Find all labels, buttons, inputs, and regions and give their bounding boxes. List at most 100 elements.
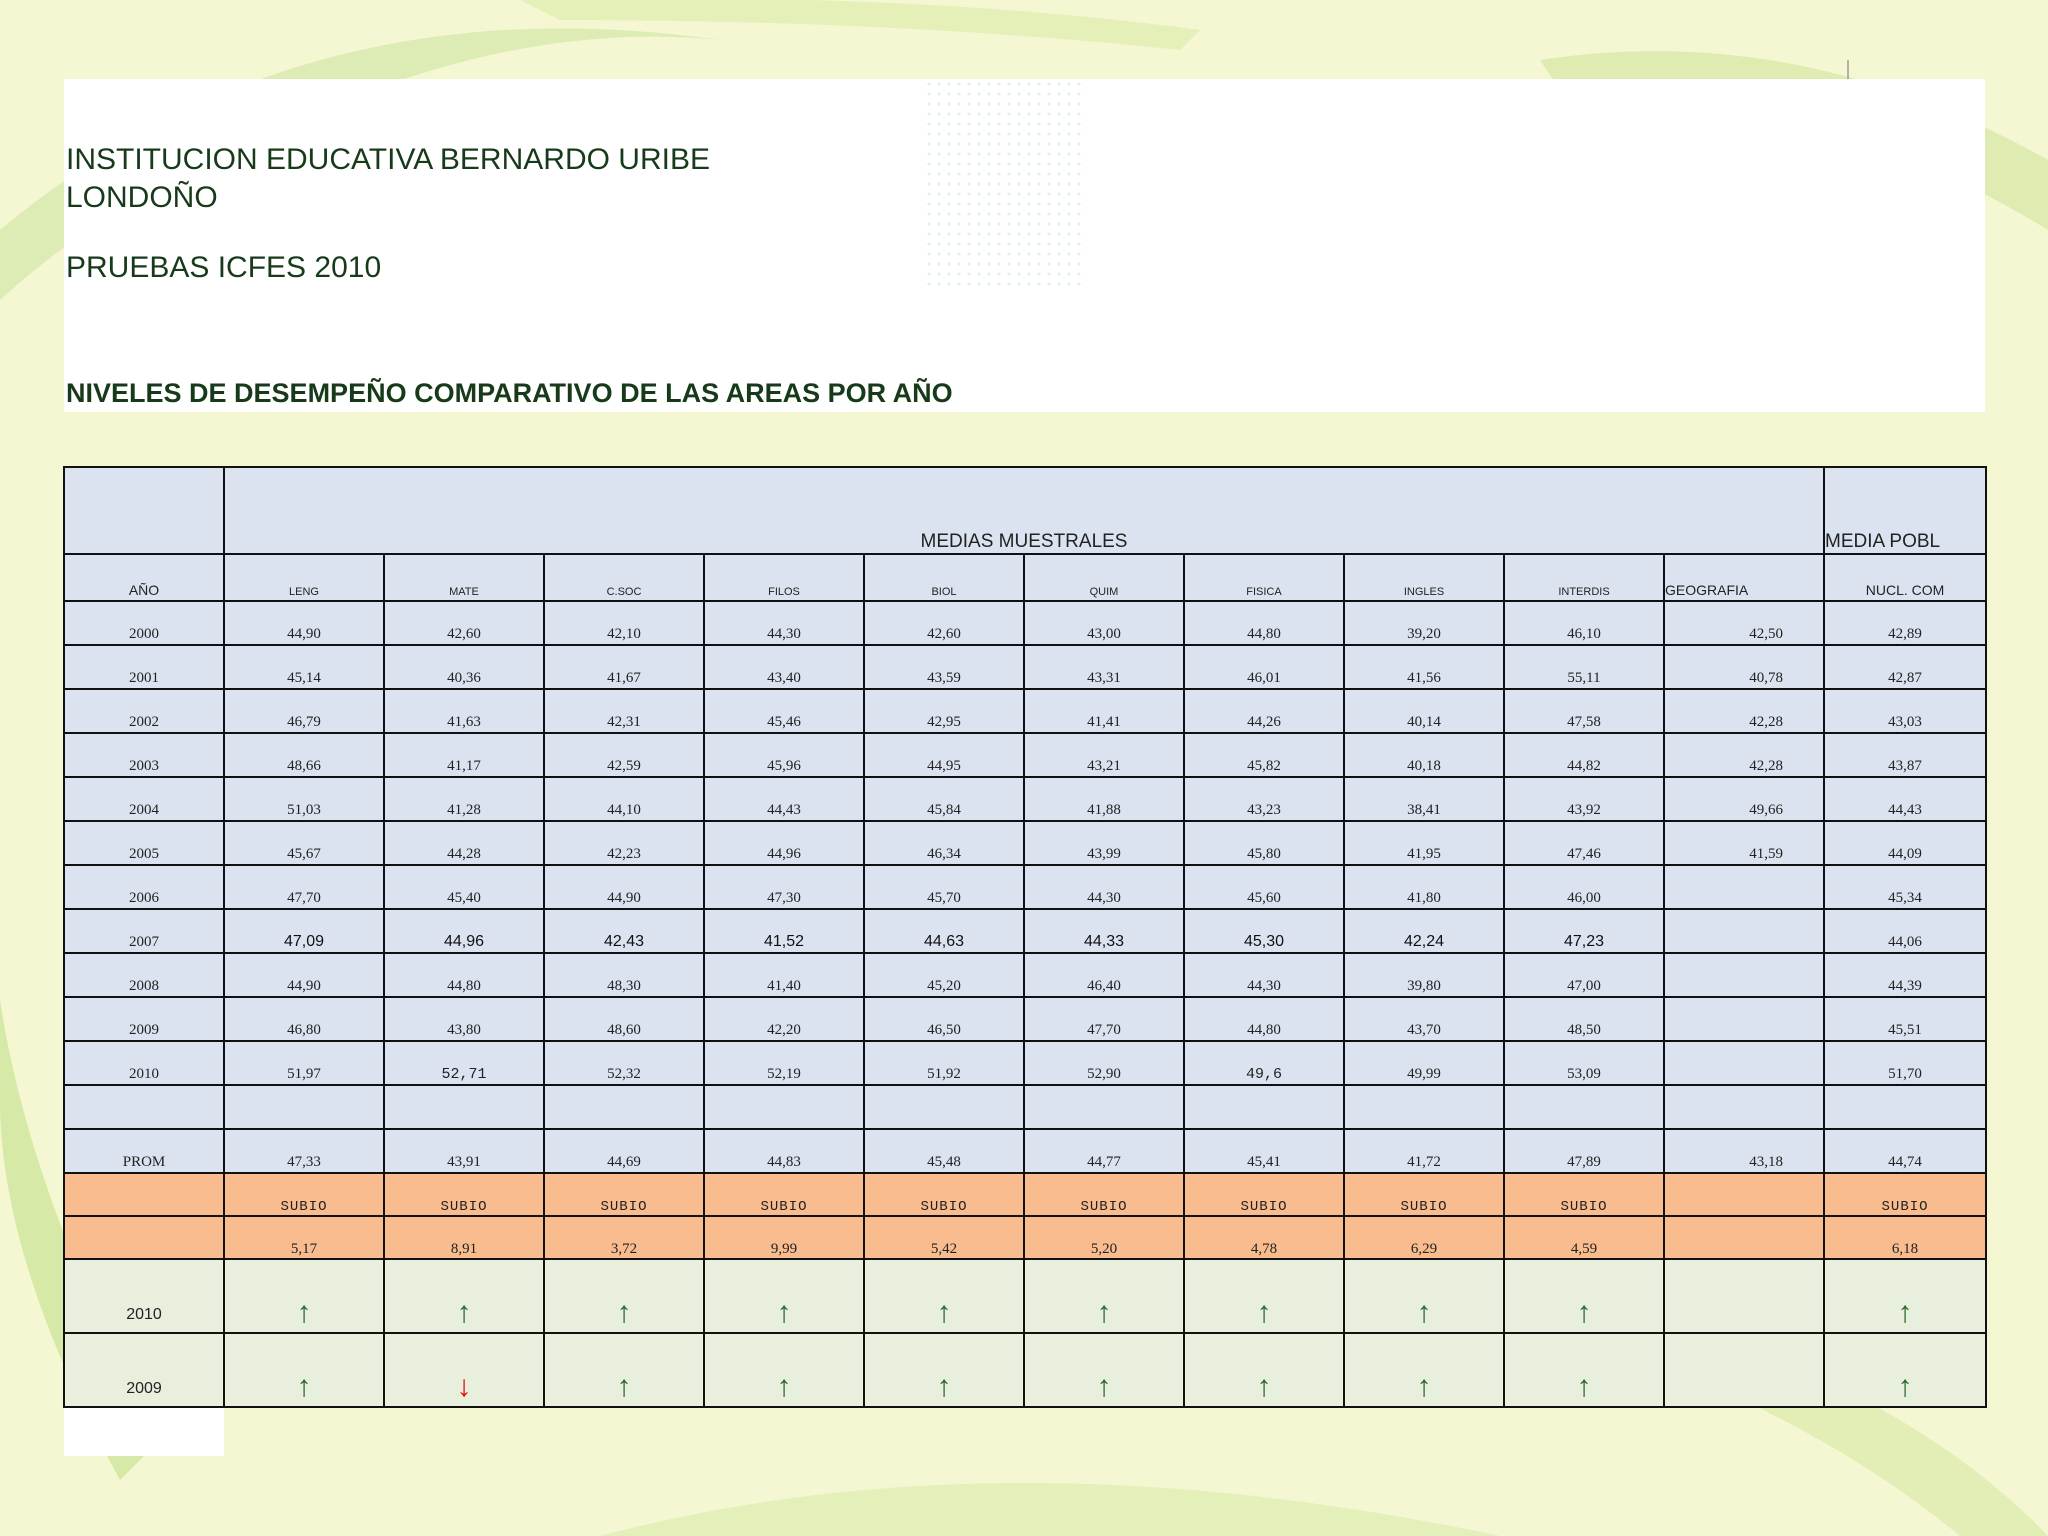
col-header-geografia: GEOGRAFIA: [1662, 553, 1826, 602]
value-cell: 44,90: [223, 600, 385, 646]
prom-cell: 41,72: [1343, 1128, 1505, 1174]
value-cell: 47,46: [1503, 820, 1665, 866]
empty-cell: [1662, 1084, 1826, 1130]
empty-cell: [703, 1084, 865, 1130]
value-cell: 47,30: [703, 864, 865, 910]
diff-cell: 3,72: [543, 1215, 705, 1260]
year-cell: 2005: [63, 820, 225, 866]
value-cell: 49,6: [1183, 1040, 1345, 1086]
value-cell: 42,60: [383, 600, 545, 646]
arrow-up-icon: ↑: [543, 1332, 705, 1408]
col-header-interdis: INTERDIS: [1503, 553, 1665, 602]
value-cell: 41,40: [703, 952, 865, 998]
value-cell: 44,96: [703, 820, 865, 866]
value-cell: 48,66: [223, 732, 385, 778]
year-cell: 2000: [63, 600, 225, 646]
value-cell: 41,67: [543, 644, 705, 690]
col-header-quim: QUIM: [1023, 553, 1185, 602]
value-cell: 43,40: [703, 644, 865, 690]
prom-cell: 44,74: [1823, 1128, 1988, 1174]
arrow-down-icon: ↓: [383, 1332, 545, 1408]
status-label-cell: [63, 1172, 225, 1217]
value-cell: 46,34: [863, 820, 1025, 866]
status-row: SUBIO SUBIO SUBIO SUBIO SUBIO SUBIO SUBI…: [63, 1172, 1988, 1217]
empty-trend-cell: [1662, 1258, 1826, 1334]
value-cell: 46,10: [1503, 600, 1665, 646]
value-cell: 45,20: [863, 952, 1025, 998]
value-cell: 44,30: [1183, 952, 1345, 998]
title-line-2: LONDOÑO: [66, 181, 218, 214]
trend-year-label: 2010: [63, 1258, 225, 1334]
arrow-up-icon: ↑: [863, 1258, 1025, 1334]
value-cell: 39,80: [1343, 952, 1505, 998]
value-cell: 41,59: [1662, 820, 1826, 866]
table-row: 2000 44,90 42,60 42,10 44,30 42,60 43,00…: [63, 600, 1988, 646]
value-cell: [1662, 996, 1826, 1042]
prom-cell: 45,48: [863, 1128, 1025, 1174]
value-cell: 46,80: [223, 996, 385, 1042]
value-cell: 47,00: [1503, 952, 1665, 998]
value-cell: 43,31: [1023, 644, 1185, 690]
value-cell: 44,80: [1183, 996, 1345, 1042]
year-cell: 2003: [63, 732, 225, 778]
arrow-up-icon: ↑: [1183, 1258, 1345, 1334]
value-cell: 45,46: [703, 688, 865, 734]
empty-cell: [863, 1084, 1025, 1130]
table-row: 2010 51,97 52,71 52,32 52,19 51,92 52,90…: [63, 1040, 1988, 1086]
status-cell: SUBIO: [223, 1172, 385, 1217]
value-cell: [1662, 864, 1826, 910]
table-row: 2001 45,14 40,36 41,67 43,40 43,59 43,31…: [63, 644, 1988, 690]
exam-subtitle: PRUEBAS ICFES 2010: [66, 251, 382, 284]
value-cell: 44,26: [1183, 688, 1345, 734]
year-cell: 2004: [63, 776, 225, 822]
year-cell: 2010: [63, 1040, 225, 1086]
value-cell: 45,82: [1183, 732, 1345, 778]
value-cell: 45,40: [383, 864, 545, 910]
diff-cell: 5,20: [1023, 1215, 1185, 1260]
value-cell: 46,40: [1023, 952, 1185, 998]
year-cell: 2007: [63, 908, 225, 954]
arrow-up-icon: ↑: [543, 1258, 705, 1334]
value-cell: 44,90: [223, 952, 385, 998]
value-cell: 53,09: [1503, 1040, 1665, 1086]
arrow-up-icon: ↑: [703, 1332, 865, 1408]
arrow-up-icon: ↑: [1183, 1332, 1345, 1408]
value-cell: 40,78: [1662, 644, 1826, 690]
value-cell: 42,31: [543, 688, 705, 734]
value-cell: 44,80: [383, 952, 545, 998]
value-cell: 47,70: [1023, 996, 1185, 1042]
value-cell: 52,90: [1023, 1040, 1185, 1086]
value-cell: 44,30: [703, 600, 865, 646]
table-row: 2003 48,66 41,17 42,59 45,96 44,95 43,21…: [63, 732, 1988, 778]
value-cell: 45,51: [1823, 996, 1988, 1042]
value-cell: 42,87: [1823, 644, 1988, 690]
value-cell: 44,90: [543, 864, 705, 910]
column-header-row: AÑO LENG MATE C.SOC FILOS BIOL QUIM FISI…: [63, 553, 1988, 602]
value-cell: 49,99: [1343, 1040, 1505, 1086]
empty-cell: [1503, 1084, 1665, 1130]
value-cell: 41,56: [1343, 644, 1505, 690]
value-cell: 44,95: [863, 732, 1025, 778]
trend-row-2009: 2009 ↑ ↓ ↑ ↑ ↑ ↑ ↑ ↑ ↑ ↑: [63, 1332, 1988, 1408]
empty-cell: [1823, 1084, 1988, 1130]
status-cell: SUBIO: [1023, 1172, 1185, 1217]
value-cell: 45,96: [703, 732, 865, 778]
col-header-mate: MATE: [383, 553, 545, 602]
status-cell: SUBIO: [863, 1172, 1025, 1217]
value-cell: 44,09: [1823, 820, 1988, 866]
results-table: MEDIAS MUESTRALES MEDIA POBL AÑO LENG MA…: [63, 466, 1988, 1408]
value-cell: 51,03: [223, 776, 385, 822]
status-cell: SUBIO: [1343, 1172, 1505, 1217]
value-cell: 47,09: [223, 908, 385, 954]
value-cell: 43,03: [1823, 688, 1988, 734]
value-cell: 42,28: [1662, 732, 1826, 778]
value-cell: 51,97: [223, 1040, 385, 1086]
arrow-up-icon: ↑: [1023, 1332, 1185, 1408]
difference-row: 5,17 8,91 3,72 9,99 5,42 5,20 4,78 6,29 …: [63, 1215, 1988, 1260]
arrow-up-icon: ↑: [1023, 1258, 1185, 1334]
arrow-up-icon: ↑: [223, 1332, 385, 1408]
status-cell: SUBIO: [543, 1172, 705, 1217]
empty-cell: [543, 1084, 705, 1130]
value-cell: 47,58: [1503, 688, 1665, 734]
value-cell: 43,99: [1023, 820, 1185, 866]
